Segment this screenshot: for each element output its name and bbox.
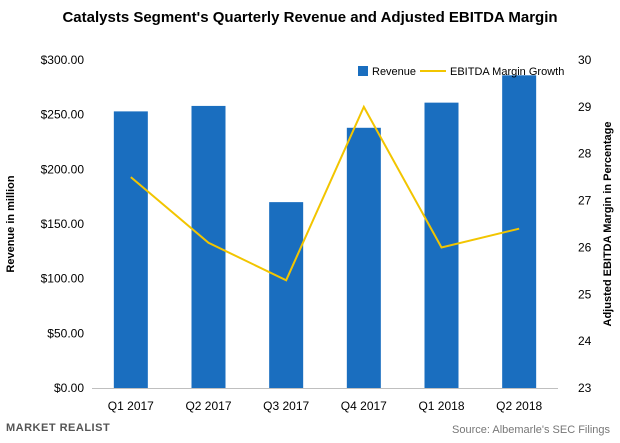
- legend-revenue-label: Revenue: [372, 66, 416, 78]
- y-tick-label: $250.00: [41, 108, 85, 122]
- legend-revenue-swatch: [358, 66, 368, 76]
- revenue-bar: [113, 111, 148, 389]
- y-tick-label: $300.00: [41, 53, 85, 67]
- x-tick-label: Q1 2018: [418, 399, 464, 413]
- x-tick-label: Q1 2017: [108, 399, 154, 413]
- y-tick-label: $200.00: [41, 162, 85, 176]
- y2-tick-label: 24: [578, 334, 592, 348]
- y2-tick-label: 29: [578, 100, 592, 114]
- y2-tick-label: 25: [578, 287, 592, 301]
- y2-tick-label: 30: [578, 53, 592, 67]
- chart-title: Catalysts Segment's Quarterly Revenue an…: [62, 9, 558, 26]
- ebitda-margin-line: [130, 104, 520, 282]
- y-axis-title: Revenue in million: [5, 175, 17, 272]
- y2-tick-label: 28: [578, 147, 592, 161]
- y2-axis-title: Adjusted EBITDA Margin in Percentage: [602, 122, 614, 327]
- revenue-bar: [346, 127, 381, 388]
- legend-line-label: EBITDA Margin Growth: [450, 66, 564, 78]
- x-tick-label: Q3 2017: [263, 399, 309, 413]
- y-tick-label: $150.00: [41, 217, 85, 231]
- x-tick-label: Q2 2017: [185, 399, 231, 413]
- y-tick-label: $0.00: [54, 381, 84, 395]
- revenue-bar: [269, 202, 304, 388]
- y2-tick-label: 23: [578, 381, 592, 395]
- y-tick-label: $50.00: [47, 326, 84, 340]
- revenue-bar: [191, 105, 226, 389]
- x-tick-label: Q4 2017: [341, 399, 387, 413]
- source-note: Source: Albemarle's SEC Filings: [452, 424, 610, 436]
- x-tick-label: Q2 2018: [496, 399, 542, 413]
- y-tick-label: $100.00: [41, 272, 85, 286]
- y2-tick-label: 26: [578, 240, 592, 254]
- brand-logo: MARKET REALIST: [6, 422, 111, 434]
- y2-tick-label: 27: [578, 194, 592, 208]
